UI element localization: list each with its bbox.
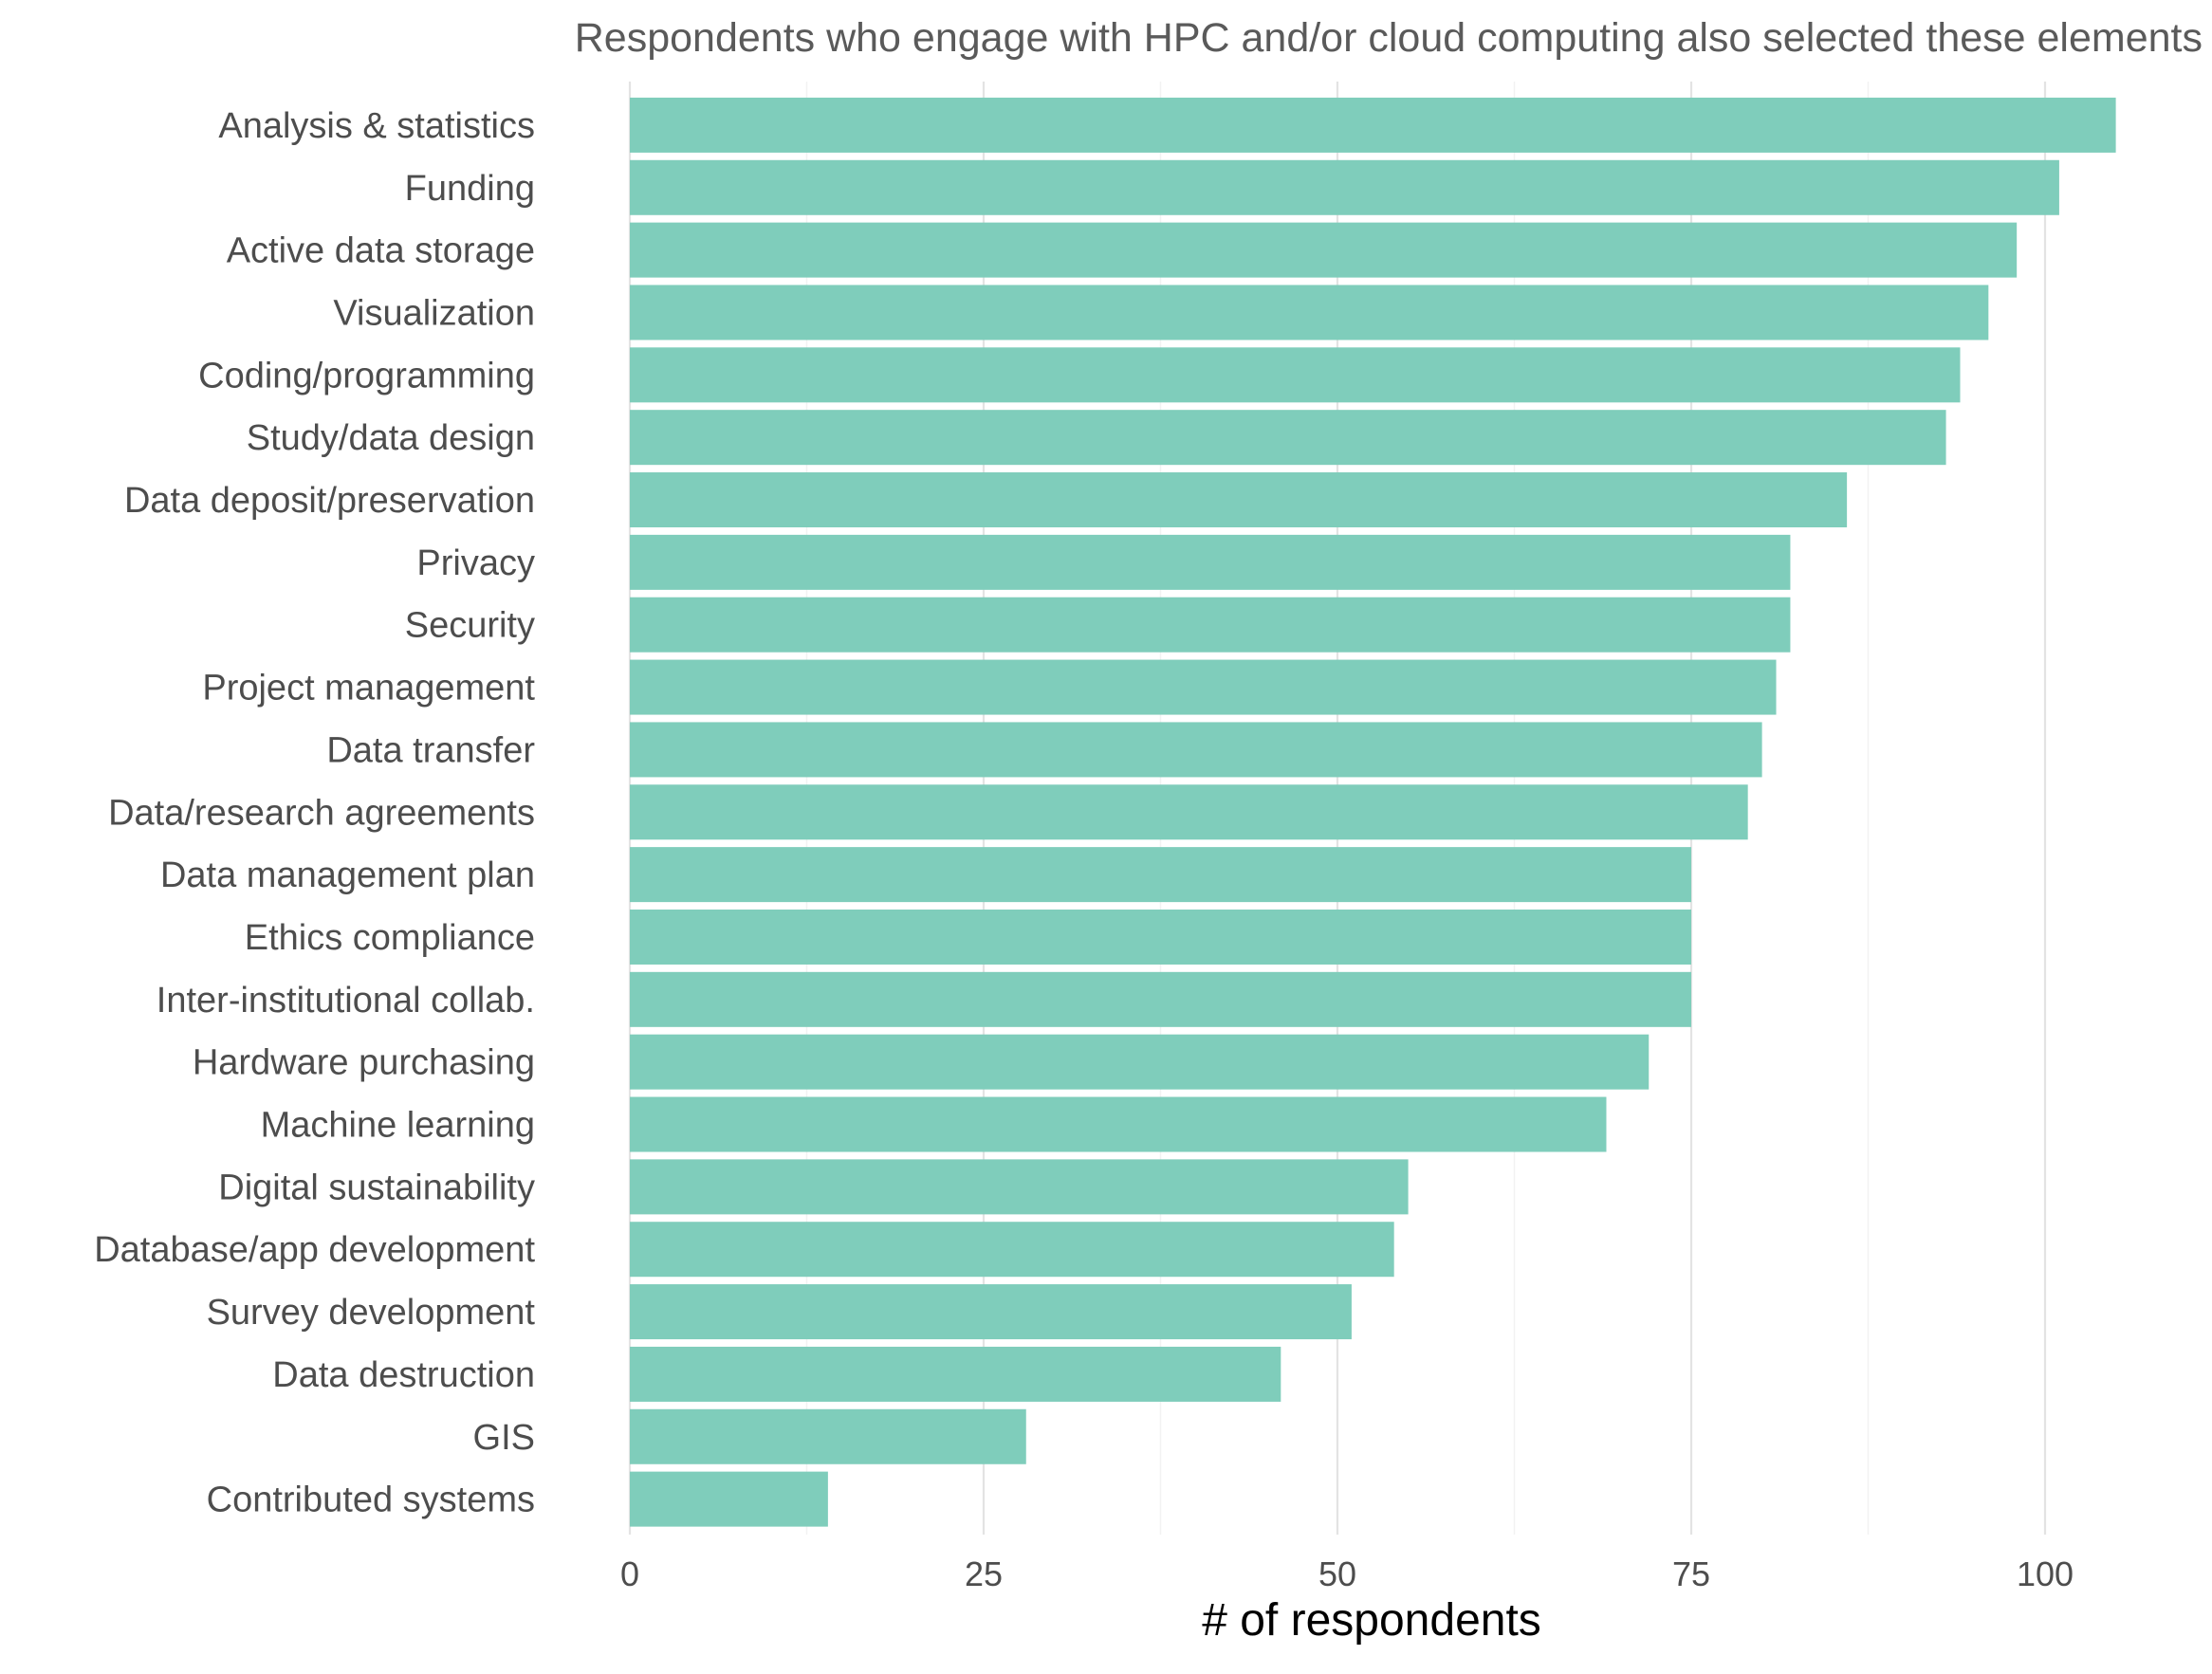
bar [630,472,1848,528]
category-label: Data destruction [272,1355,535,1395]
category-label: Contributed systems [207,1481,535,1520]
x-tick-label: 0 [620,1554,639,1593]
bar [630,971,1691,1027]
bar [630,1034,1650,1090]
category-label: Active data storage [227,231,535,271]
bar [630,222,2018,278]
x-tick-label: 25 [965,1554,1003,1593]
category-label: Machine learning [261,1106,535,1146]
bar [630,659,1777,715]
category-label: Study/data design [247,418,535,458]
category-label: Ethics compliance [245,918,535,958]
bar [630,159,2059,215]
bar [630,722,1762,778]
category-label: Data deposit/preservation [124,481,535,521]
bar [630,347,1961,403]
category-label: Coding/programming [198,356,535,396]
category-label: Inter-institutional collab. [157,981,535,1021]
category-label: Hardware purchasing [193,1043,535,1083]
chart-title: Respondents who engage with HPC and/or c… [575,15,2203,61]
category-label: Privacy [416,543,535,583]
category-label: Security [405,606,535,646]
category-label: Visualization [333,293,535,333]
category-labels: Analysis & statistics Funding Active data … [94,106,535,1520]
category-label: Data management plan [160,855,535,895]
x-tick-label: 75 [1672,1554,1710,1593]
bar [630,1159,1409,1215]
bar [630,410,1946,466]
bar [630,597,1791,653]
bar [630,97,2116,153]
bar [630,1096,1607,1152]
bars [630,97,2116,1527]
x-tick-labels: 0 25 50 75 100 [620,1554,2074,1593]
category-label: Database/app development [94,1230,535,1270]
bar [630,1222,1394,1278]
category-label: Funding [405,169,535,209]
category-label: Analysis & statistics [218,106,535,146]
bar [630,784,1748,840]
category-label: Survey development [207,1293,536,1333]
category-label: Digital sustainability [218,1168,535,1207]
category-label: Data/research agreements [108,793,535,833]
bar [630,1346,1281,1402]
category-label: Project management [202,669,535,708]
bar [630,909,1691,965]
bar [630,847,1691,903]
category-label: GIS [473,1418,535,1458]
x-axis-title: # of respondents [1202,1595,1541,1646]
x-tick-label: 50 [1318,1554,1356,1593]
bar [630,285,1989,340]
x-tick-label: 100 [2017,1554,2074,1593]
category-label: Data transfer [326,730,535,770]
bar [630,1471,828,1527]
bar [630,1284,1352,1340]
bar [630,534,1791,590]
bar [630,1408,1026,1464]
